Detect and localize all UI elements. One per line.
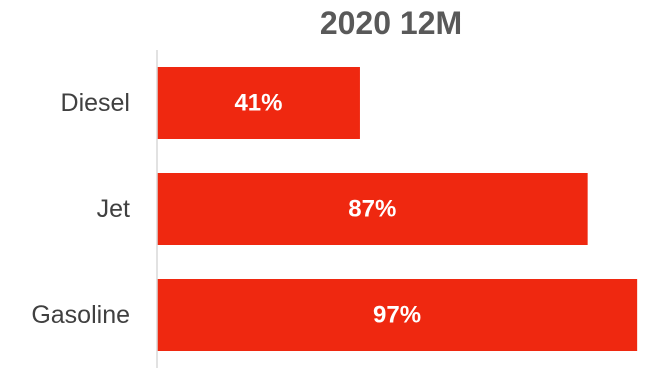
bar-gasoline xyxy=(157,279,638,351)
data-label-diesel: 41% xyxy=(234,90,282,117)
bar-diesel xyxy=(157,67,360,139)
data-label-jet: 87% xyxy=(348,196,396,223)
data-label-gasoline: 97% xyxy=(373,302,421,329)
category-label-gasoline: Gasoline xyxy=(31,301,130,329)
bars-layer: Diesel 41% Jet 87% Gasoline 97% xyxy=(31,67,638,351)
category-label-jet: Jet xyxy=(97,195,130,223)
chart-title: 2020 12M xyxy=(320,5,462,41)
category-label-diesel: Diesel xyxy=(61,89,130,117)
bar-jet xyxy=(157,173,588,245)
